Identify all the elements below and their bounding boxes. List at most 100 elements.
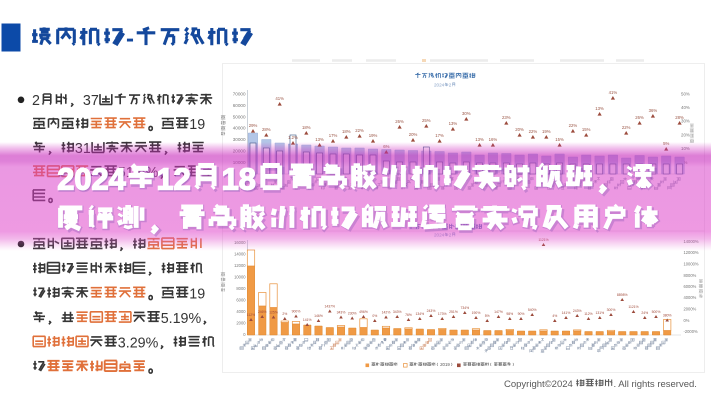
svg-text:13%: 13% — [595, 106, 604, 111]
svg-text:12000%: 12000% — [684, 250, 699, 255]
svg-text:243%: 243% — [427, 309, 436, 313]
svg-text:141%: 141% — [303, 318, 312, 322]
svg-text:10000: 10000 — [234, 275, 246, 280]
svg-text:19%: 19% — [542, 129, 551, 134]
svg-text:17%: 17% — [435, 133, 444, 138]
svg-text:-: - — [126, 26, 134, 53]
svg-text:22%: 22% — [529, 129, 538, 134]
svg-text:29%: 29% — [249, 123, 258, 128]
svg-text:900%: 900% — [292, 310, 301, 314]
svg-text:380%: 380% — [663, 314, 672, 318]
svg-text:18%: 18% — [302, 125, 311, 130]
svg-text:6000%: 6000% — [684, 284, 697, 289]
svg-text:4%: 4% — [552, 314, 557, 318]
svg-text:8898%: 8898% — [617, 293, 628, 297]
svg-text:18%: 18% — [342, 129, 351, 134]
svg-text:251%: 251% — [449, 310, 458, 314]
svg-text:18: 18 — [223, 163, 257, 198]
svg-text:2024: 2024 — [58, 163, 127, 198]
svg-text:500%: 500% — [652, 310, 661, 314]
svg-text:36%: 36% — [649, 108, 658, 113]
svg-text:343%: 343% — [337, 311, 346, 315]
svg-text:24%: 24% — [641, 311, 648, 315]
svg-text:2: 2 — [449, 83, 452, 88]
svg-text:-2000%: -2000% — [684, 329, 698, 334]
svg-text:4000%: 4000% — [684, 295, 697, 300]
svg-text:30%: 30% — [681, 119, 690, 124]
svg-text:13%: 13% — [475, 137, 484, 142]
svg-text:30000: 30000 — [233, 137, 246, 142]
svg-text:125%: 125% — [269, 311, 278, 315]
svg-text:1121%: 1121% — [628, 305, 638, 309]
svg-text:23%: 23% — [502, 115, 511, 120]
svg-text:2024: 2024 — [57, 162, 126, 197]
svg-text:19: 19 — [189, 286, 205, 302]
svg-text:5.19%: 5.19% — [161, 311, 202, 327]
svg-text:15%: 15% — [582, 127, 591, 132]
svg-text:6000: 6000 — [236, 298, 246, 303]
svg-text:70000: 70000 — [233, 92, 246, 97]
svg-text:10000%: 10000% — [684, 262, 699, 267]
svg-text:343%: 343% — [393, 310, 402, 314]
svg-text:246%: 246% — [258, 310, 267, 314]
svg-text:190%: 190% — [472, 311, 481, 315]
svg-text:20%: 20% — [515, 127, 524, 132]
svg-text:60000: 60000 — [233, 103, 246, 108]
svg-text:2024: 2024 — [434, 83, 445, 88]
svg-text:30%: 30% — [462, 111, 471, 116]
svg-text:13%: 13% — [449, 121, 458, 126]
svg-text:90%: 90% — [518, 312, 525, 316]
svg-text:20%: 20% — [409, 132, 418, 137]
svg-text:146%: 146% — [314, 314, 323, 318]
svg-text:Copyright©2024: Copyright©2024 — [504, 379, 573, 390]
svg-text:243%: 243% — [573, 309, 582, 313]
svg-text:131%: 131% — [595, 311, 604, 315]
svg-text:22%: 22% — [355, 128, 364, 133]
svg-text:8000: 8000 — [236, 286, 246, 291]
svg-text:13%: 13% — [315, 137, 324, 142]
svg-text:98%: 98% — [506, 312, 513, 316]
svg-text:12000: 12000 — [234, 263, 246, 268]
svg-text:17%: 17% — [329, 133, 338, 138]
svg-text:20%: 20% — [681, 132, 690, 137]
svg-text:112%: 112% — [247, 313, 255, 317]
svg-text:25%: 25% — [422, 118, 431, 123]
svg-text:734%: 734% — [460, 306, 469, 310]
svg-text:19%: 19% — [369, 133, 378, 138]
svg-text:3.29%: 3.29% — [118, 335, 159, 351]
svg-text:147%: 147% — [494, 310, 503, 314]
svg-text:2: 2 — [32, 93, 40, 109]
svg-text:18: 18 — [222, 162, 256, 197]
svg-text:28%: 28% — [262, 127, 271, 132]
svg-text:41%: 41% — [275, 96, 284, 101]
svg-text:134%: 134% — [415, 312, 424, 316]
svg-text:112%: 112% — [584, 312, 592, 316]
svg-text:0%: 0% — [372, 314, 377, 318]
svg-text:142%: 142% — [382, 311, 391, 315]
svg-text:14000: 14000 — [234, 252, 246, 257]
svg-text:1.2%: 1.2% — [288, 135, 298, 140]
svg-text:5%: 5% — [485, 314, 490, 318]
svg-text:230%: 230% — [348, 312, 357, 316]
svg-text:540%: 540% — [528, 308, 537, 312]
svg-text:22%: 22% — [622, 125, 631, 130]
svg-text:26%: 26% — [395, 119, 404, 124]
svg-text:28%: 28% — [675, 115, 684, 120]
svg-text:12: 12 — [158, 163, 192, 198]
svg-text:12: 12 — [157, 162, 191, 197]
svg-text:0: 0 — [243, 332, 246, 337]
svg-text:4000: 4000 — [236, 309, 246, 314]
svg-text:26%: 26% — [635, 115, 644, 120]
svg-text:22%: 22% — [569, 123, 578, 128]
svg-text:16%: 16% — [489, 137, 498, 142]
svg-text:40000: 40000 — [233, 126, 246, 131]
svg-text:1437%: 1437% — [325, 305, 336, 309]
svg-text:141%: 141% — [562, 311, 571, 315]
svg-text:40%: 40% — [681, 105, 690, 110]
svg-text:50%: 50% — [681, 91, 690, 96]
svg-text:. All rights reserved.: . All rights reserved. — [614, 379, 697, 390]
svg-text:2000%: 2000% — [684, 307, 697, 312]
svg-text:496%: 496% — [359, 310, 368, 314]
svg-text:19: 19 — [189, 117, 205, 133]
svg-text:50000: 50000 — [233, 114, 246, 119]
